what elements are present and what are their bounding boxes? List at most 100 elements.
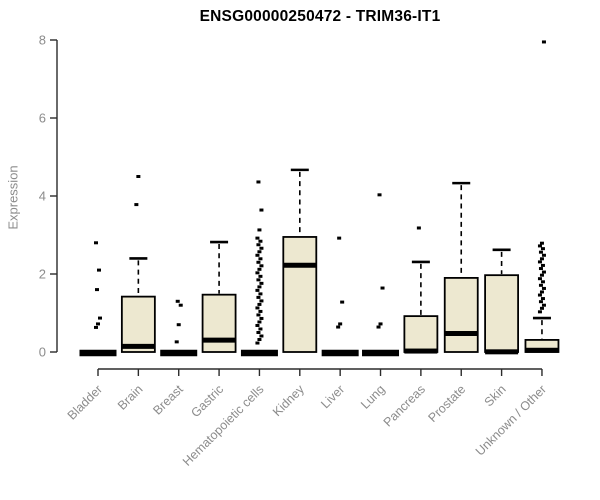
outlier-point bbox=[540, 247, 545, 251]
outlier-point bbox=[257, 267, 262, 271]
box-prostate bbox=[443, 276, 479, 353]
x-axis-label: Kidney bbox=[270, 382, 307, 419]
median-line bbox=[283, 262, 317, 268]
y-tick-label: 2 bbox=[39, 267, 46, 282]
outlier-point bbox=[541, 286, 546, 290]
x-axis-label: Unknown / Other bbox=[473, 382, 549, 458]
outlier-point bbox=[258, 257, 263, 261]
outlier-point bbox=[380, 286, 385, 290]
outlier-point bbox=[336, 325, 341, 329]
y-tick-label: 8 bbox=[39, 33, 46, 48]
outlier-point bbox=[94, 325, 98, 329]
outlier-point bbox=[257, 228, 262, 232]
outlier-point bbox=[540, 297, 545, 301]
outlier-point bbox=[340, 300, 345, 304]
outlier-point bbox=[176, 323, 181, 327]
outlier-point bbox=[255, 253, 260, 257]
x-axis-label: Liver bbox=[318, 382, 347, 411]
outlier-point bbox=[541, 253, 546, 257]
outlier-point bbox=[175, 299, 180, 303]
median-line bbox=[444, 331, 478, 336]
outlier-point bbox=[256, 260, 261, 264]
outlier-point bbox=[255, 288, 260, 292]
outlier-point bbox=[259, 299, 264, 303]
outlier-point bbox=[257, 338, 262, 342]
x-axis-label: Hematopoietic cells bbox=[180, 382, 267, 469]
outlier-point bbox=[256, 278, 261, 282]
outlier-point bbox=[257, 302, 262, 306]
outlier-point bbox=[337, 236, 342, 240]
x-axis-label: Pancreas bbox=[381, 382, 428, 429]
box-brain bbox=[120, 295, 156, 353]
median-line bbox=[79, 349, 117, 357]
outlier-point bbox=[259, 334, 264, 338]
x-axis-label: Bladder bbox=[65, 382, 105, 422]
outlier-point bbox=[377, 193, 382, 197]
median-line bbox=[160, 349, 198, 357]
median-line bbox=[121, 343, 155, 349]
y-tick-label: 0 bbox=[39, 345, 46, 360]
outlier-point bbox=[338, 322, 343, 326]
outlier-point bbox=[538, 267, 543, 271]
median-line bbox=[485, 349, 519, 355]
outlier-point bbox=[259, 246, 264, 250]
outlier-point bbox=[539, 306, 544, 310]
outlier-point bbox=[256, 295, 261, 299]
outlier-point bbox=[94, 241, 98, 245]
outlier-point bbox=[376, 325, 381, 329]
median-line bbox=[525, 347, 559, 353]
median-line bbox=[362, 349, 400, 357]
outlier-point bbox=[178, 303, 183, 307]
outlier-point bbox=[541, 270, 546, 274]
x-axis-label: Prostate bbox=[426, 382, 469, 425]
outlier-point bbox=[136, 175, 141, 178]
outlier-point bbox=[540, 263, 545, 267]
outlier-point bbox=[540, 280, 545, 284]
outlier-point bbox=[537, 293, 542, 297]
outlier-point bbox=[538, 283, 543, 287]
outlier-point bbox=[541, 40, 546, 44]
y-tick-label: 4 bbox=[39, 189, 46, 204]
outlier-point bbox=[256, 243, 261, 247]
outlier-point bbox=[255, 271, 260, 275]
outlier-point bbox=[258, 292, 263, 296]
box-pancreas bbox=[403, 315, 439, 353]
outlier-point bbox=[537, 277, 542, 281]
x-axis-label: Brain bbox=[115, 382, 146, 413]
median-line bbox=[202, 337, 236, 343]
outlier-point bbox=[416, 226, 421, 230]
outlier-point bbox=[541, 303, 546, 307]
outlier-point bbox=[539, 257, 544, 261]
outlier-point bbox=[538, 300, 543, 304]
outlier-point bbox=[255, 306, 260, 310]
outlier-point bbox=[256, 331, 261, 334]
outlier-point bbox=[258, 274, 263, 278]
outlier-point bbox=[134, 203, 139, 207]
outlier-point bbox=[257, 320, 262, 324]
outlier-point bbox=[259, 264, 264, 268]
outlier-point bbox=[258, 327, 263, 331]
outlier-point bbox=[255, 236, 260, 240]
outlier-point bbox=[98, 316, 102, 320]
outlier-point bbox=[378, 322, 383, 326]
outlier-point bbox=[259, 208, 264, 212]
outlier-point bbox=[539, 241, 544, 245]
outlier-point bbox=[95, 288, 99, 292]
outlier-point bbox=[174, 340, 179, 344]
outlier-point bbox=[257, 285, 262, 289]
outlier-point bbox=[537, 310, 542, 314]
outlier-point bbox=[537, 244, 542, 248]
box-gastric bbox=[201, 293, 237, 353]
chart-title: ENSG00000250472 - TRIM36-IT1 bbox=[199, 8, 441, 25]
outlier-point bbox=[258, 309, 263, 313]
outlier-point bbox=[97, 268, 101, 272]
x-axis-label: Lung bbox=[358, 382, 388, 412]
outlier-point bbox=[255, 323, 260, 327]
median-line bbox=[321, 349, 359, 357]
box-skin bbox=[484, 274, 520, 353]
outlier-point bbox=[259, 281, 264, 285]
outlier-point bbox=[538, 250, 543, 254]
outlier-point bbox=[256, 313, 261, 317]
